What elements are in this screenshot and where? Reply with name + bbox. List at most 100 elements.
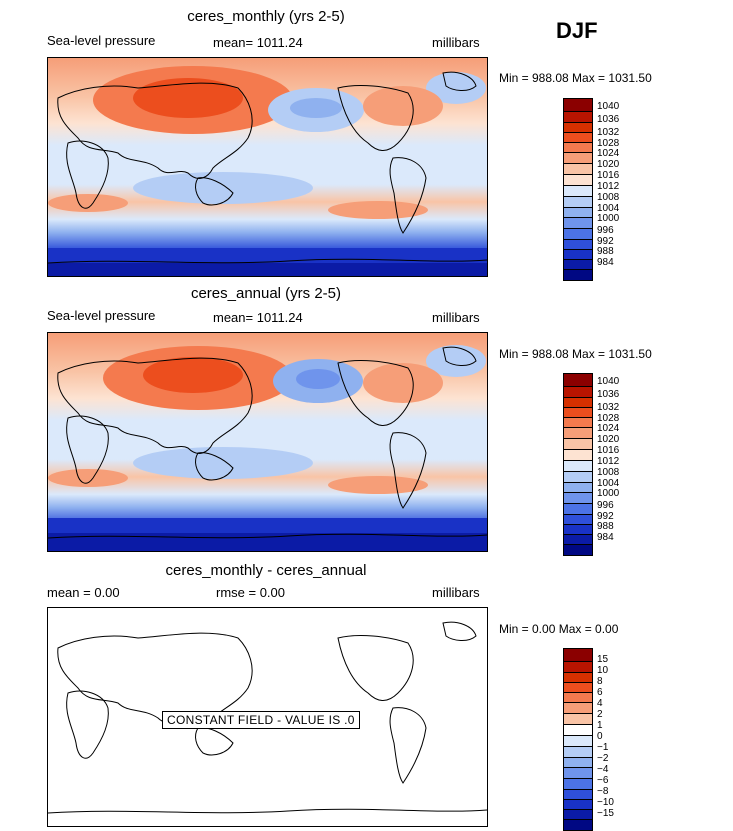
- panel2-colorbar-label: 1000: [597, 488, 620, 499]
- panel1-colorbar-label: 1028: [597, 138, 620, 149]
- panel2-colorbar-label: 1036: [597, 389, 620, 400]
- panel1-colorbar: [563, 98, 593, 281]
- panel1-colorbar-swatch: [564, 123, 592, 133]
- panel1-map: [47, 57, 488, 277]
- panel2-colorbar-swatch: [564, 545, 592, 555]
- panel1-colorbar-swatch: [564, 240, 592, 250]
- panel2-colorbar-label: 1028: [597, 413, 620, 424]
- panel3-minmax-label: Min = 0.00 Max = 0.00: [499, 622, 619, 636]
- panel2-colorbar-swatch: [564, 428, 592, 439]
- panel2-colorbar-swatch: [564, 408, 592, 418]
- panel1-colorbar-label: 1036: [597, 114, 620, 125]
- panel2-colorbar-label: 1024: [597, 423, 620, 434]
- panel3-colorbar-label: −6: [597, 775, 609, 786]
- panel1-pressure-field: [48, 58, 487, 276]
- panel3-colorbar-label: 2: [597, 709, 603, 720]
- panel2-colorbar-label: 1020: [597, 434, 620, 445]
- panel3-colorbar-swatch: [564, 758, 592, 768]
- panel1-colorbar-label: 1032: [597, 127, 620, 138]
- panel2-colorbar-label: 984: [597, 532, 614, 543]
- panel1-colorbar-swatch: [564, 153, 592, 164]
- panel1-colorbar-swatch: [564, 270, 592, 280]
- panel1-colorbar-label: 1004: [597, 203, 620, 214]
- panel1-colorbar-swatch: [564, 218, 592, 229]
- panel1-colorbar-swatch: [564, 143, 592, 153]
- panel1-title: ceres_monthly (yrs 2-5): [187, 8, 345, 25]
- panel3-colorbar-label: 4: [597, 698, 603, 709]
- panel2-map: [47, 332, 488, 552]
- panel1-colorbar-label: 1040: [597, 101, 620, 112]
- panel2-colorbar-swatch: [564, 535, 592, 545]
- panel3-colorbar-label: 8: [597, 676, 603, 687]
- panel3-colorbar-swatch: [564, 820, 592, 830]
- panel1-colorbar-swatch: [564, 260, 592, 270]
- panel2-colorbar-label: 1040: [597, 376, 620, 387]
- panel3-title: ceres_monthly - ceres_annual: [165, 562, 367, 579]
- panel2-minmax-label: Min = 988.08 Max = 1031.50: [499, 347, 652, 361]
- panel2-colorbar-swatch: [564, 374, 592, 387]
- panel1-colorbar-swatch: [564, 229, 592, 240]
- panel3-colorbar-label: −1: [597, 742, 609, 753]
- panel3-colorbar-label: −10: [597, 797, 614, 808]
- panel1-colorbar-swatch: [564, 164, 592, 175]
- panel2-colorbar-swatch: [564, 472, 592, 483]
- panel1-colorbar-swatch: [564, 197, 592, 208]
- panel1-colorbar-swatch: [564, 99, 592, 112]
- panel3-colorbar: [563, 648, 593, 831]
- panel3-colorbar-label: −15: [597, 808, 614, 819]
- panel3-colorbar-label: −2: [597, 753, 609, 764]
- panel3-colorbar-label: 0: [597, 731, 603, 742]
- panel2-variable-label: Sea-level pressure: [47, 308, 156, 323]
- panel3-colorbar-swatch: [564, 800, 592, 810]
- panel2-units-label: millibars: [432, 310, 480, 325]
- panel3-colorbar-swatch: [564, 747, 592, 758]
- panel2-pressure-field: [48, 333, 487, 551]
- panel3-colorbar-swatch: [564, 810, 592, 820]
- panel1-colorbar-swatch: [564, 175, 592, 186]
- panel1-colorbar-label: 1024: [597, 148, 620, 159]
- panel2-colorbar-label: 992: [597, 511, 614, 522]
- panel2-colorbar-swatch: [564, 504, 592, 515]
- panel2-colorbar-swatch: [564, 387, 592, 398]
- panel2-title: ceres_annual (yrs 2-5): [190, 285, 342, 302]
- panel3-colorbar-label: 1: [597, 720, 603, 731]
- panel3-colorbar-swatch: [564, 790, 592, 800]
- panel1-variable-label: Sea-level pressure: [47, 33, 156, 48]
- panel2-colorbar-swatch: [564, 515, 592, 525]
- panel1-colorbar-label: 1020: [597, 159, 620, 170]
- panel1-colorbar-swatch: [564, 112, 592, 123]
- panel3-colorbar-swatch: [564, 673, 592, 683]
- panel2-colorbar-swatch: [564, 461, 592, 472]
- panel1-colorbar-label: 984: [597, 257, 614, 268]
- panel3-colorbar-label: 6: [597, 687, 603, 698]
- panel1-colorbar-label: 1008: [597, 192, 620, 203]
- panel1-colorbar-label: 1016: [597, 170, 620, 181]
- panel1-colorbar-label: 988: [597, 246, 614, 257]
- panel2-colorbar-swatch: [564, 418, 592, 428]
- panel3-colorbar-label: −8: [597, 786, 609, 797]
- panel3-colorbar-swatch: [564, 662, 592, 673]
- panel2-colorbar-label: 1032: [597, 402, 620, 413]
- panel1-colorbar-swatch: [564, 208, 592, 218]
- panel1-colorbar-label: 996: [597, 225, 614, 236]
- panel1-colorbar-swatch: [564, 250, 592, 260]
- panel2-mean-label: mean= 1011.24: [213, 310, 303, 325]
- panel3-colorbar-swatch: [564, 649, 592, 662]
- panel1-colorbar-label: 1000: [597, 213, 620, 224]
- panel1-colorbar-label: 1012: [597, 181, 620, 192]
- panel1-units-label: millibars: [432, 35, 480, 50]
- panel1-mean-label: mean= 1011.24: [213, 35, 303, 50]
- panel2-colorbar-swatch: [564, 398, 592, 408]
- panel3-colorbar-swatch: [564, 703, 592, 714]
- panel3-units-label: millibars: [432, 585, 480, 600]
- panel2-colorbar-swatch: [564, 493, 592, 504]
- panel2-colorbar-label: 996: [597, 500, 614, 511]
- panel2-colorbar-label: 1012: [597, 456, 620, 467]
- panel1-colorbar-swatch: [564, 133, 592, 143]
- panel2-colorbar-label: 1008: [597, 467, 620, 478]
- season-label: DJF: [556, 18, 598, 43]
- panel3-colorbar-swatch: [564, 693, 592, 703]
- panel3-colorbar-swatch: [564, 714, 592, 725]
- panel2-colorbar-label: 1016: [597, 445, 620, 456]
- panel3-rmse-label: rmse = 0.00: [216, 585, 286, 600]
